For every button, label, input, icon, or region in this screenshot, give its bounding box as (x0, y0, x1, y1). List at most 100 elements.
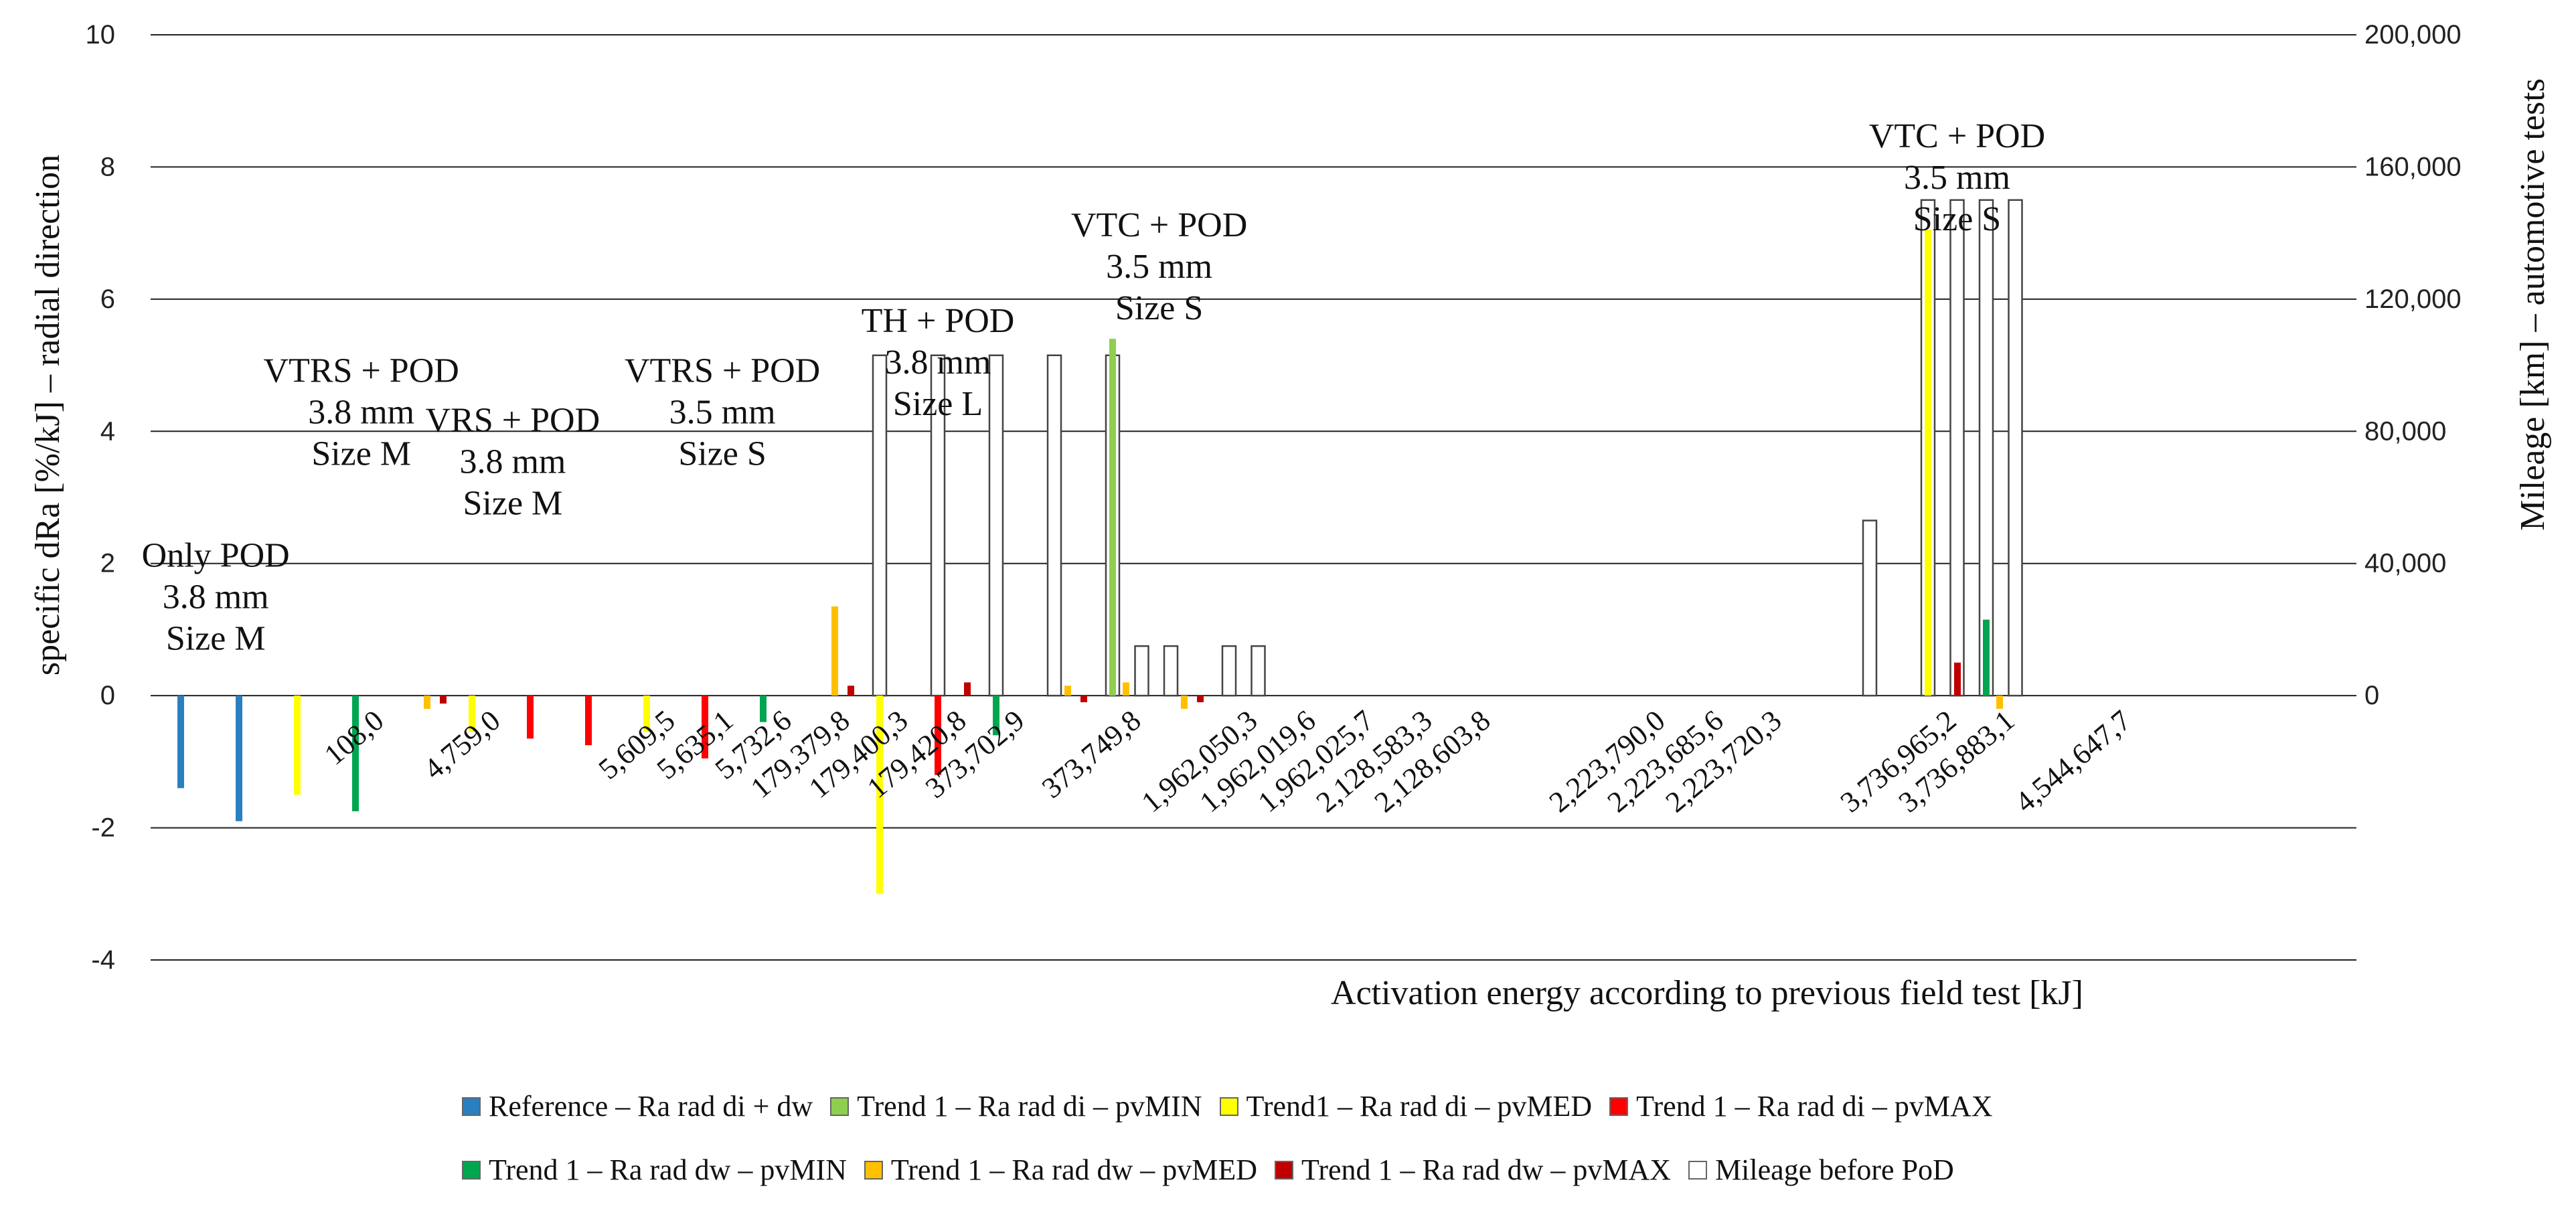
bar-dw_med (1181, 696, 1188, 709)
bar-dw_max (964, 682, 971, 696)
bar-di_med (1925, 230, 1931, 696)
bar-di_med (876, 696, 883, 894)
mileage-bar (872, 354, 888, 697)
y-tick-label: -4 (91, 945, 115, 975)
legend-label: Trend 1 – Ra rad dw – pvMAX (1301, 1153, 1672, 1186)
annotation-line: Size S (1913, 200, 2001, 238)
annotation-line: Only POD (142, 537, 290, 575)
bar-di_med (469, 696, 475, 732)
bar-dw_min (352, 696, 359, 811)
annotation-line: VTC + POD (1869, 117, 2045, 155)
bar-dw_min (1983, 619, 1990, 696)
bar-di_max (702, 696, 708, 758)
annotation-line: VTRS + POD (625, 351, 820, 390)
category-label: 373,749,8 (1036, 704, 1147, 805)
y2-axis-label: Mileage [km] – automotive tests (2514, 78, 2552, 531)
y-tick-label: 6 (100, 285, 115, 314)
legend-swatch (1688, 1160, 1708, 1180)
annotation-line: VRS + POD (426, 401, 600, 439)
annotation-line: Size M (166, 620, 266, 658)
category-label: 4,759,0 (418, 704, 507, 785)
bar-ref (236, 696, 242, 821)
bar-dw_med (1123, 682, 1129, 696)
legend-label: Trend 1 – Ra rad dw – pvMED (890, 1153, 1258, 1186)
mileage-bars (872, 199, 2023, 697)
annotation-line: VTC + POD (1071, 206, 1247, 244)
annotation-line: Size S (678, 434, 766, 473)
mileage-bar (1949, 199, 1965, 697)
legend-label: Trend 1 – Ra rad dw – pvMIN (489, 1153, 847, 1186)
bar-di_max (935, 696, 941, 775)
legend-swatch (1275, 1160, 1294, 1180)
legend-item-di-med: Trend1 – Ra rad di – pvMED (1219, 1089, 1593, 1123)
annotation-line: 3.8 mm (885, 343, 991, 382)
legend-swatch (1219, 1097, 1238, 1116)
bar-di_max (585, 696, 592, 746)
legend-swatch (830, 1097, 850, 1116)
legend-label: Trend1 – Ra rad di – pvMED (1246, 1090, 1593, 1123)
y-tick-label: 2 (100, 549, 115, 578)
bar-di_max (527, 696, 534, 739)
bar-ref (177, 696, 184, 789)
legend-item-di-min: Trend 1 – Ra rad di – pvMIN (830, 1089, 1202, 1123)
bars (177, 230, 2003, 894)
bar-dw_med (831, 606, 838, 696)
annotation-line: TH + POD (862, 302, 1015, 340)
y2-tick-label: 200,000 (2364, 20, 2462, 50)
bar-dw_max (1080, 696, 1087, 703)
bar-dw_max (440, 696, 447, 704)
legend-label: Trend 1 – Ra rad di – pvMIN (857, 1090, 1202, 1123)
bar-dw_max (1954, 662, 1961, 696)
mileage-bar (988, 354, 1004, 697)
annotation-line: 3.8 mm (163, 578, 269, 617)
chart: -4 -2 0 2 4 6 8 10 0 40,000 80,000 120,000 160,000 2… (29, 20, 2552, 1012)
legend-item-dw-med: Trend 1 – Ra rad dw – pvMED (864, 1153, 1257, 1187)
legend-swatch (1609, 1097, 1629, 1116)
annotation-line: Size L (893, 385, 983, 423)
legend-item-reference: Reference – Ra rad di + dw (462, 1089, 813, 1123)
annotation-line: Size M (463, 484, 563, 522)
mileage-bar (1251, 645, 1266, 697)
right-axis-ticks: 0 40,000 80,000 120,000 160,000 200,000 (2364, 20, 2462, 710)
annotation-line: 3.5 mm (1106, 248, 1212, 286)
mileage-bar (1046, 354, 1062, 697)
annotation-line: 3.5 mm (669, 393, 776, 431)
legend-label: Mileage before PoD (1715, 1153, 1954, 1186)
legend-item-di-max: Trend 1 – Ra rad di – pvMAX (1609, 1089, 1993, 1123)
bar-dw_med (424, 696, 430, 709)
legend-swatch (462, 1097, 481, 1116)
y-tick-label: -2 (91, 813, 115, 843)
bar-di_med (294, 696, 301, 795)
legend-item-dw-max: Trend 1 – Ra rad dw – pvMAX (1275, 1153, 1671, 1187)
mileage-bar (1862, 519, 1878, 697)
y2-tick-label: 160,000 (2364, 152, 2462, 181)
y-tick-label: 0 (100, 681, 115, 710)
legend-row-1: Reference – Ra rad di + dw Trend 1 – Ra … (462, 1074, 2551, 1138)
bar-di_med (643, 696, 650, 732)
annotation-line: 3.5 mm (1904, 159, 2010, 197)
mileage-bar (1221, 645, 1237, 697)
bar-dw_med (1064, 685, 1071, 696)
y2-tick-label: 80,000 (2364, 416, 2446, 446)
legend-item-dw-min: Trend 1 – Ra rad dw – pvMIN (462, 1153, 847, 1187)
legend-label: Trend 1 – Ra rad di – pvMAX (1636, 1090, 1993, 1123)
y2-tick-label: 0 (2364, 681, 2379, 710)
legend-row-2: Trend 1 – Ra rad dw – pvMIN Trend 1 – Ra… (462, 1138, 2551, 1202)
left-axis-ticks: -4 -2 0 2 4 6 8 10 (86, 20, 116, 975)
y2-tick-label: 120,000 (2364, 285, 2462, 314)
bar-dw_min (993, 696, 999, 736)
y-axis-label: specific dRa [%/kJ] – radial direction (29, 155, 67, 675)
bar-dw_max (1197, 696, 1204, 703)
bar-dw_max (848, 685, 854, 696)
bar-dw_min (760, 696, 767, 722)
legend-label: Reference – Ra rad di + dw (489, 1090, 813, 1123)
legend-item-mileage: Mileage before PoD (1688, 1153, 1954, 1187)
y-tick-label: 4 (100, 416, 115, 446)
annotation-line: 3.8 mm (459, 442, 566, 481)
annotation-line: VTRS + POD (264, 351, 459, 390)
x-axis-label: Activation energy according to previous … (1331, 974, 2083, 1012)
bar-dw_med (1996, 696, 2003, 709)
mileage-bar (2008, 199, 2023, 697)
legend: Reference – Ra rad di + dw Trend 1 – Ra … (462, 1074, 2551, 1202)
